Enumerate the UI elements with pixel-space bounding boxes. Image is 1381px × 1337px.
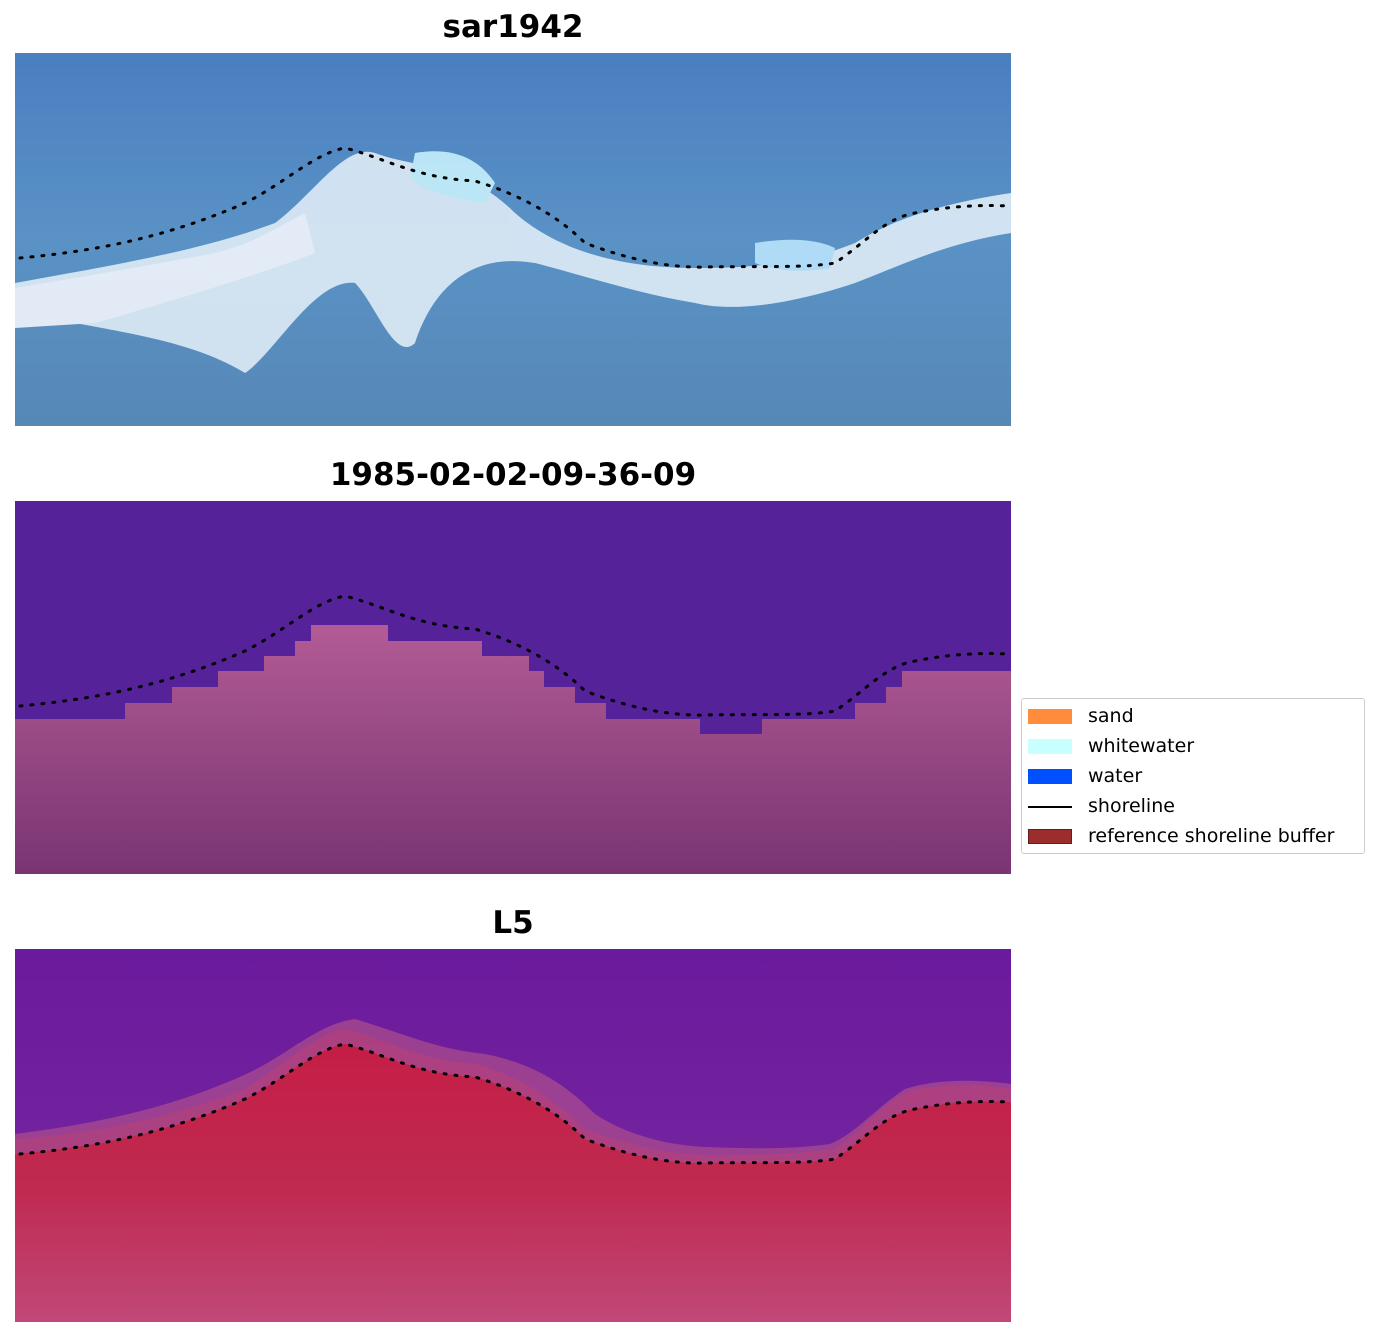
sand-swatch (1028, 708, 1072, 724)
legend: sand whitewater water shoreline referenc… (1021, 698, 1365, 854)
reference-buffer-swatch (1028, 828, 1072, 844)
panel-title-l5: L5 (492, 905, 534, 941)
legend-item-sand: sand (1028, 704, 1134, 728)
legend-label: sand (1088, 705, 1134, 727)
legend-label: water (1088, 765, 1143, 787)
legend-label: whitewater (1088, 735, 1195, 757)
panel-title-sar: sar1942 (442, 9, 584, 45)
l5-image (15, 949, 1011, 1322)
legend-item-whitewater: whitewater (1028, 734, 1194, 758)
sar-image (15, 53, 1011, 426)
whitewater-swatch (1028, 738, 1072, 754)
legend-item-reference-buffer: reference shoreline buffer (1028, 824, 1334, 848)
panel-title-date: 1985-02-02-09-36-09 (329, 457, 697, 493)
legend-label: shoreline (1088, 795, 1175, 817)
legend-label: reference shoreline buffer (1088, 825, 1335, 847)
legend-item-water: water (1028, 764, 1142, 788)
shoreline-line-swatch (1028, 799, 1072, 814)
water-swatch (1028, 768, 1072, 784)
legend-item-shoreline: shoreline (1028, 794, 1175, 818)
classified-image (15, 501, 1011, 874)
